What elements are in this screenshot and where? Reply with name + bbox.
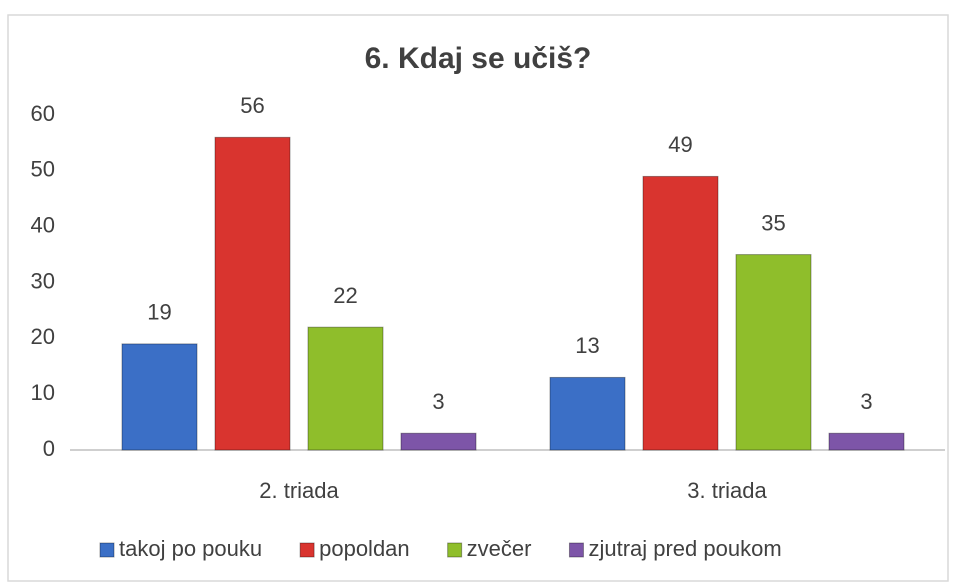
legend-swatch: [568, 542, 584, 558]
bar: [549, 376, 626, 451]
y-tick-label: 50: [31, 157, 55, 182]
bar: [121, 343, 198, 451]
legend-swatch: [299, 542, 315, 558]
data-label: 49: [668, 132, 692, 157]
data-label: 3: [860, 389, 872, 414]
data-label: 3: [432, 389, 444, 414]
legend-label: takoj po pouku: [119, 536, 262, 561]
data-label: 22: [333, 283, 357, 308]
bar: [400, 432, 477, 451]
y-tick-label: 10: [31, 380, 55, 405]
bar: [307, 326, 384, 451]
y-tick-label: 0: [43, 436, 55, 461]
data-label: 13: [575, 333, 599, 358]
legend-swatch: [99, 542, 115, 558]
bar: [828, 432, 905, 451]
data-label: 19: [147, 300, 171, 325]
x-tick-label: 3. triada: [687, 478, 767, 503]
legend-label: zjutraj pred poukom: [588, 536, 781, 561]
y-tick-label: 30: [31, 268, 55, 293]
x-tick-label: 2. triada: [259, 478, 339, 503]
y-tick-label: 40: [31, 212, 55, 237]
y-tick-label: 60: [31, 101, 55, 126]
chart-title: 6. Kdaj se učiš?: [365, 42, 592, 75]
data-label: 35: [761, 210, 785, 235]
bar: [642, 175, 719, 451]
legend-swatch: [447, 542, 463, 558]
legend-label: popoldan: [319, 536, 410, 561]
bar: [214, 136, 291, 451]
data-label: 56: [240, 93, 264, 118]
y-tick-label: 20: [31, 324, 55, 349]
bar: [735, 254, 812, 451]
legend-label: zvečer: [467, 536, 532, 561]
